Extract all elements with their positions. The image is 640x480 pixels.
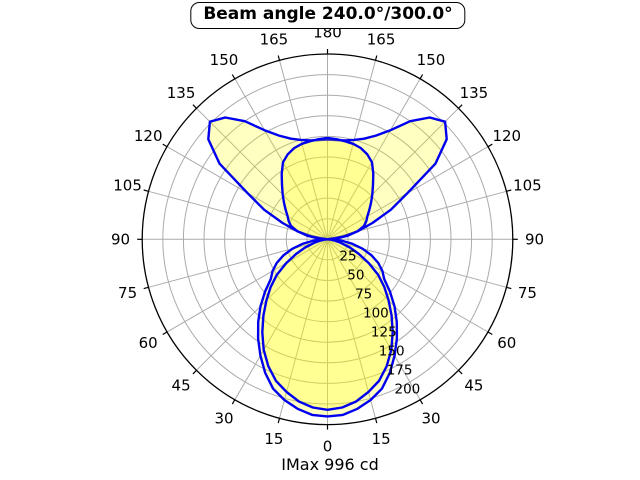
angle-tick [487, 331, 493, 336]
angle-tick-label: 90 [525, 230, 544, 248]
angle-tick-label: 135 [460, 84, 489, 102]
labels-layer: 25 50 75 100 125 150 175 200 0 15 15 30 30 45 45 60 60 75… [111, 23, 544, 455]
angle-tick-label: 90 [111, 230, 130, 248]
angle-tick-label: 150 [210, 51, 239, 69]
angle-tick [231, 74, 236, 80]
angle-tick-label: 45 [172, 377, 191, 395]
angle-tick-label: 165 [260, 30, 289, 48]
curves-layer [207, 116, 448, 418]
chart-title: Beam angle 240.0°/300.0° [203, 4, 453, 24]
angle-tick [419, 74, 424, 80]
angle-tick [192, 369, 197, 375]
angle-tick [143, 286, 149, 290]
angle-tick-label: 60 [497, 334, 516, 352]
angle-tick [162, 143, 168, 148]
angle-tick-label: 150 [417, 51, 446, 69]
angle-tick-label: 105 [513, 177, 542, 195]
r-tick-label: 150 [379, 343, 405, 359]
angle-tick [487, 143, 493, 148]
angle-tick-label: 15 [372, 430, 391, 448]
beam-curve-wide-plane [207, 116, 448, 418]
angle-tick-label: 165 [367, 30, 396, 48]
angle-tick-label: 120 [492, 127, 521, 145]
angle-tick [506, 189, 512, 192]
r-tick-label: 75 [355, 286, 372, 302]
angle-tick-label: 0 [323, 437, 333, 455]
angle-tick [277, 55, 281, 61]
angle-tick [458, 104, 463, 109]
angle-tick-label: 60 [139, 334, 158, 352]
angle-tick-label: 135 [167, 84, 196, 102]
r-tick-label: 50 [347, 267, 364, 283]
beam-curve-narrow-plane [261, 136, 394, 411]
angle-tick [419, 399, 424, 405]
angle-tick [277, 418, 281, 424]
r-tick-label: 125 [371, 324, 397, 340]
r-tick-label: 100 [363, 305, 389, 321]
r-tick-label: 175 [387, 363, 413, 379]
angle-tick-label: 30 [421, 410, 440, 428]
imax-label: IMax 996 cd [281, 455, 379, 474]
angle-tick-label: 30 [214, 410, 233, 428]
angle-tick-label: 15 [264, 430, 283, 448]
angle-tick [374, 55, 378, 61]
angle-tick-label: 105 [113, 177, 142, 195]
title-box: Beam angle 240.0°/300.0° [190, 2, 466, 29]
angle-tick-label: 120 [134, 127, 163, 145]
angle-tick-label: 75 [118, 284, 137, 302]
angle-tick [143, 189, 149, 192]
angle-tick [231, 399, 236, 405]
angle-tick-label: 45 [464, 377, 483, 395]
angle-tick [506, 286, 512, 290]
angle-tick [162, 331, 168, 336]
r-tick-label: 25 [339, 248, 356, 264]
angle-tick [458, 369, 463, 375]
angle-tick [192, 104, 197, 109]
angle-tick-label: 75 [518, 284, 537, 302]
r-tick-label: 200 [395, 382, 421, 398]
angle-tick [374, 418, 378, 424]
